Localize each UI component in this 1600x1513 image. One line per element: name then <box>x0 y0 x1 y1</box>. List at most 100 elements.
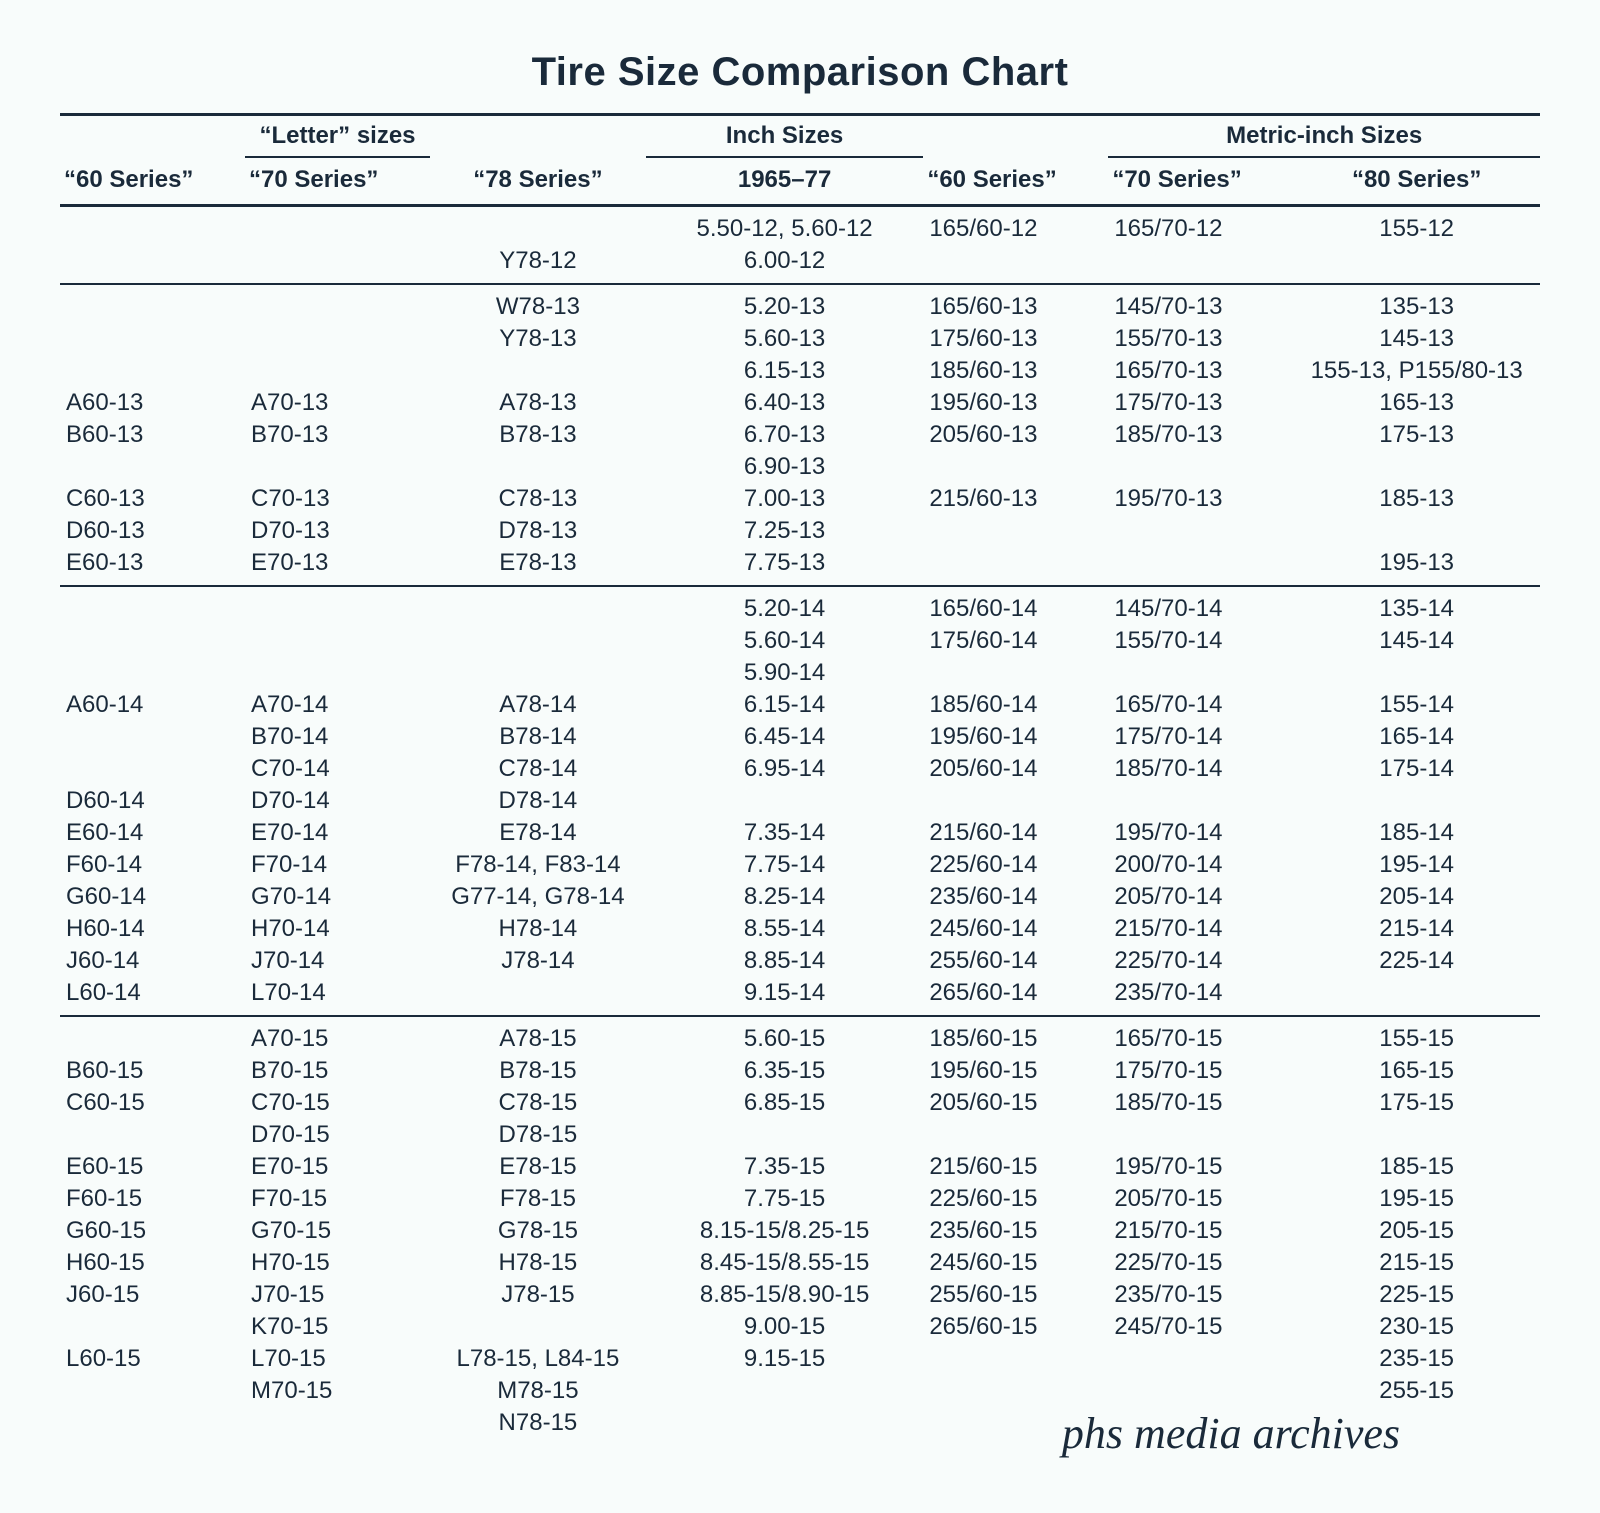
table-cell: C70-13 <box>245 483 430 515</box>
table-row: G60-15G70-15G78-158.15-15/8.25-15235/60-… <box>60 1215 1540 1247</box>
table-cell: 205/60-14 <box>923 753 1108 785</box>
table-cell: 5.20-14 <box>646 586 924 625</box>
table-cell: 155/70-14 <box>1108 625 1293 657</box>
table-cell <box>60 355 245 387</box>
table-row: A70-15A78-155.60-15185/60-15165/70-15155… <box>60 1016 1540 1055</box>
table-cell: L60-15 <box>60 1343 245 1375</box>
table-cell: 195-14 <box>1293 849 1540 881</box>
table-row: H60-15H70-15H78-158.45-15/8.55-15245/60-… <box>60 1247 1540 1279</box>
table-cell <box>923 1119 1108 1151</box>
table-cell: M78-15 <box>430 1375 646 1407</box>
table-row: C60-13C70-13C78-137.00-13215/60-13195/70… <box>60 483 1540 515</box>
table-cell <box>1108 515 1293 547</box>
table-cell: 7.35-14 <box>646 817 924 849</box>
col-header-60: “60 Series” <box>60 157 245 206</box>
table-cell: J78-14 <box>430 945 646 977</box>
group-header-metric: Metric-inch Sizes <box>1108 115 1540 158</box>
table-cell <box>1293 1407 1540 1439</box>
table-cell <box>430 355 646 387</box>
table-cell: F70-14 <box>245 849 430 881</box>
table-cell: B70-14 <box>245 721 430 753</box>
col-header-70: “70 Series” <box>245 157 430 206</box>
table-cell: A60-13 <box>60 387 245 419</box>
table-cell: D78-14 <box>430 785 646 817</box>
table-cell <box>430 625 646 657</box>
table-cell <box>60 753 245 785</box>
table-cell: 185/60-15 <box>923 1016 1108 1055</box>
table-cell: 155-14 <box>1293 689 1540 721</box>
table-cell: 8.85-14 <box>646 945 924 977</box>
table-cell <box>245 625 430 657</box>
table-cell: A78-14 <box>430 689 646 721</box>
table-cell: 155/70-13 <box>1108 323 1293 355</box>
table-row: E60-13E70-13E78-137.75-13195-13 <box>60 547 1540 586</box>
table-cell: 195/60-15 <box>923 1055 1108 1087</box>
table-cell: A70-15 <box>245 1016 430 1055</box>
table-cell: J70-15 <box>245 1279 430 1311</box>
table-cell: 185-13 <box>1293 483 1540 515</box>
table-cell: 175-15 <box>1293 1087 1540 1119</box>
table-cell: B78-14 <box>430 721 646 753</box>
table-cell: E78-14 <box>430 817 646 849</box>
table-row: D60-14D70-14D78-14 <box>60 785 1540 817</box>
table-row: N78-15 <box>60 1407 1540 1439</box>
table-cell: E60-15 <box>60 1151 245 1183</box>
col-header-m60: “60 Series” <box>923 157 1108 206</box>
table-cell: 155-15 <box>1293 1016 1540 1055</box>
table-cell: 145/70-14 <box>1108 586 1293 625</box>
table-row: K70-159.00-15265/60-15245/70-15230-15 <box>60 1311 1540 1343</box>
table-cell: 175/70-13 <box>1108 387 1293 419</box>
table-cell: 205/60-15 <box>923 1087 1108 1119</box>
table-row: F60-15F70-15F78-157.75-15225/60-15205/70… <box>60 1183 1540 1215</box>
table-row: M70-15M78-15 255-15 <box>60 1375 1540 1407</box>
table-cell: H78-15 <box>430 1247 646 1279</box>
table-cell: 165/60-12 <box>923 206 1108 246</box>
table-cell: 165-13 <box>1293 387 1540 419</box>
table-cell: G70-14 <box>245 881 430 913</box>
table-cell: F78-14, F83-14 <box>430 849 646 881</box>
table-cell <box>923 245 1108 284</box>
table-cell: 255-15 <box>1293 1375 1540 1407</box>
table-cell: 225-14 <box>1293 945 1540 977</box>
table-cell: L70-15 <box>245 1343 430 1375</box>
table-cell: 9.15-14 <box>646 977 924 1016</box>
table-cell: 6.95-14 <box>646 753 924 785</box>
table-cell <box>245 206 430 246</box>
table-row: L60-15L70-15L78-15, L84-159.15-15235-15 <box>60 1343 1540 1375</box>
table-cell: M70-15 <box>245 1375 430 1407</box>
table-row: C70-14C78-146.95-14205/60-14185/70-14175… <box>60 753 1540 785</box>
table-cell: F70-15 <box>245 1183 430 1215</box>
table-cell <box>430 451 646 483</box>
table-row: C60-15C70-15C78-156.85-15205/60-15185/70… <box>60 1087 1540 1119</box>
table-cell <box>923 1407 1108 1439</box>
table-cell: 215/60-14 <box>923 817 1108 849</box>
table-cell: 205-14 <box>1293 881 1540 913</box>
table-cell: 255/60-14 <box>923 945 1108 977</box>
table-cell: 215/60-15 <box>923 1151 1108 1183</box>
table-cell <box>1108 245 1293 284</box>
table-row: F60-14F70-14F78-14, F83-147.75-14225/60-… <box>60 849 1540 881</box>
table-cell: D78-13 <box>430 515 646 547</box>
table-cell <box>60 586 245 625</box>
table-cell: Y78-12 <box>430 245 646 284</box>
table-cell: B78-13 <box>430 419 646 451</box>
table-cell <box>60 1407 245 1439</box>
table-cell: 215-14 <box>1293 913 1540 945</box>
table-cell: B70-13 <box>245 419 430 451</box>
table-row: Y78-126.00-12 <box>60 245 1540 284</box>
table-cell: 7.75-15 <box>646 1183 924 1215</box>
table-cell: G70-15 <box>245 1215 430 1247</box>
table-cell <box>60 721 245 753</box>
table-cell <box>1108 785 1293 817</box>
table-cell: 235/60-14 <box>923 881 1108 913</box>
table-cell: 185/70-14 <box>1108 753 1293 785</box>
table-cell <box>1293 657 1540 689</box>
table-cell <box>1108 451 1293 483</box>
table-cell: 200/70-14 <box>1108 849 1293 881</box>
table-cell: D60-13 <box>60 515 245 547</box>
table-cell: 225/70-14 <box>1108 945 1293 977</box>
header-blank <box>923 115 1108 158</box>
table-cell: E70-14 <box>245 817 430 849</box>
table-cell: 8.55-14 <box>646 913 924 945</box>
table-cell: 175/60-14 <box>923 625 1108 657</box>
